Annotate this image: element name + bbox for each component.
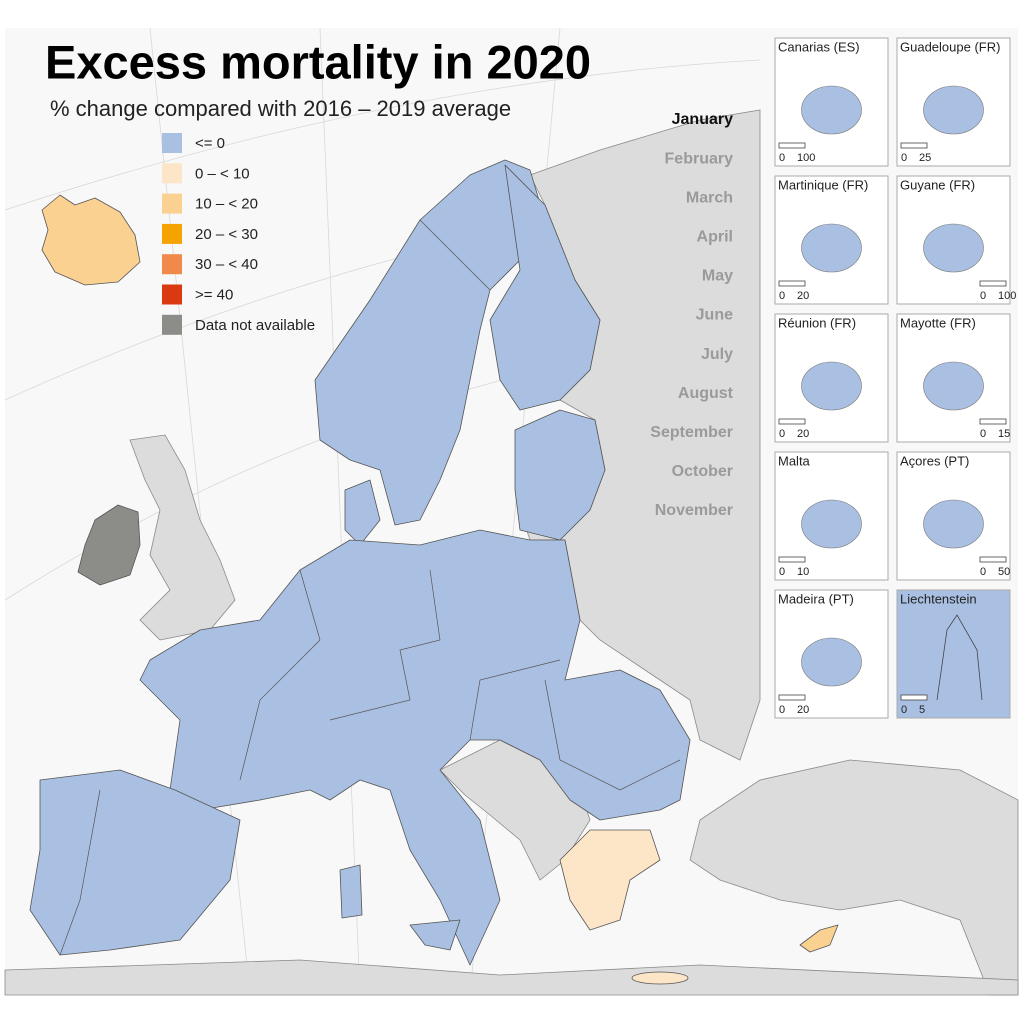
legend-label: >= 40 [195,286,233,303]
scale-label: 20 [797,704,809,716]
scale-label: 10 [797,566,809,578]
scale-label: 5 [919,704,925,716]
legend-label: <= 0 [195,135,225,152]
inset-island [801,361,862,411]
inset-outline [936,614,983,701]
scale-bar [778,142,806,149]
scale-label: 0 [779,290,785,302]
countries [29,159,839,985]
finland [489,164,601,411]
legend-swatch [162,284,182,305]
month-label: August [678,385,734,402]
scale-bar [979,280,1007,287]
greece [559,829,661,931]
legend-swatch [162,314,182,335]
scale-bar [778,694,806,701]
inset-name: Madeira (PT) [778,591,854,606]
inset-name: Malta [778,453,811,468]
title: Excess mortality in 2020 [45,35,591,88]
scale-bar [900,694,928,701]
month-label: March [686,189,733,206]
sardinia [339,864,363,919]
inset-island [923,85,984,135]
inset-island [801,85,862,135]
inset-island [801,499,862,549]
scale-label: 100 [797,152,815,164]
sicily [409,919,461,951]
inset-name: Liechtenstein [900,591,977,606]
month-list: January February March April May June July Augu… [650,111,733,519]
inset-island [801,223,862,273]
inset-name: Canarias (ES) [778,39,860,54]
legend-label: 30 – < 40 [195,256,258,273]
scale-label: 0 [779,152,785,164]
legend-swatch [162,223,182,244]
month-label: February [665,150,734,167]
scale-label: 0 [901,152,907,164]
scandinavia [314,159,546,526]
scale-label: 50 [998,566,1010,578]
crete [631,971,689,985]
inset-name: Açores (PT) [900,453,969,468]
scale-label: 0 [980,428,986,440]
scale-bar [778,280,806,287]
inset-name: Mayotte (FR) [900,315,976,330]
scale-label: 20 [797,290,809,302]
iceland [41,194,141,286]
scale-label: 25 [919,152,931,164]
ireland [77,504,141,586]
inset-name: Réunion (FR) [778,315,856,330]
legend-label: 10 – < 20 [195,196,258,213]
scale-bar [979,556,1007,563]
scale-bar [778,418,806,425]
legend-label: 20 – < 30 [195,226,258,243]
scale-label: 0 [779,566,785,578]
scale-bar [979,418,1007,425]
baltics [514,409,606,541]
legend: <= 0 0 – < 10 10 – < 20 20 – < 30 30 – < 40 >… [162,133,315,335]
scale-bar [778,556,806,563]
month-label: July [701,346,733,363]
denmark [344,479,381,546]
cyprus [799,924,839,953]
borders [59,219,681,956]
scale-bar [900,142,928,149]
legend-label: 0 – < 10 [195,165,250,182]
scale-label: 15 [998,428,1010,440]
inset-island [923,361,984,411]
month-label: November [655,502,733,519]
scale-label: 100 [998,290,1016,302]
month-label: October [672,463,733,480]
scale-label: 0 [980,566,986,578]
month-label: June [696,307,733,324]
legend-swatch [162,193,182,214]
inset-name: Guadeloupe (FR) [900,39,1000,54]
scale-label: 20 [797,428,809,440]
scale-label: 0 [779,704,785,716]
inset-name: Martinique (FR) [778,177,868,192]
iberia [29,769,241,956]
scale-label: 0 [901,704,907,716]
subtitle: % change compared with 2016 – 2019 avera… [50,96,511,121]
inset-island [923,223,984,273]
legend-swatch [162,163,182,184]
scale-label: 0 [779,428,785,440]
month-label: September [650,424,733,441]
inset-island [923,499,984,549]
legend-label: Data not available [195,317,315,334]
inset-name: Guyane (FR) [900,177,975,192]
month-label: January [672,111,733,128]
month-label: May [702,268,733,285]
legend-swatch [162,254,182,275]
scale-label: 0 [980,290,986,302]
month-label: April [697,229,733,246]
inset-island [801,637,862,687]
legend-swatch [162,133,182,153]
